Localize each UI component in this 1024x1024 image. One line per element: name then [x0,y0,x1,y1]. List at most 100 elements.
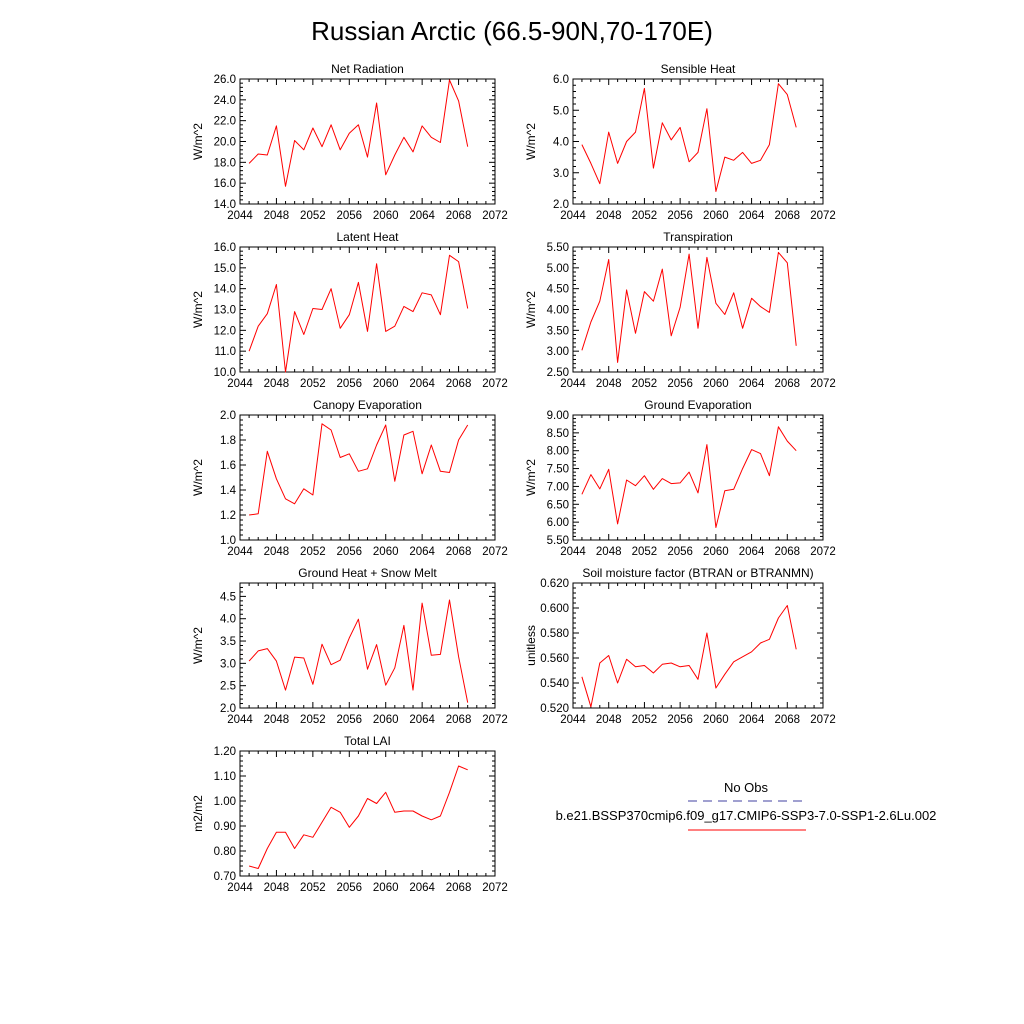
x-tick-label: 2072 [482,714,508,726]
x-tick-label: 2060 [703,210,729,222]
x-tick-label: 2060 [703,714,729,726]
y-tick-label: 10.0 [214,367,236,379]
y-tick-label: 5.0 [553,105,569,117]
panel-canopy-evaporation: Canopy Evaporation W/m^2 2044 2048 2052 2056 2… [191,398,508,558]
x-tick-label: 2068 [774,546,800,558]
y-tick-label: 6.0 [553,74,569,86]
x-tick-label: 2048 [264,210,290,222]
x-tick-label: 2064 [409,714,435,726]
x-tick-label: 2052 [632,378,658,390]
x-tick-label: 2044 [227,882,253,894]
y-axis-label: W/m^2 [524,459,538,496]
y-tick-label: 20.0 [214,137,236,149]
legend-label-model-run: b.e21.BSSP370cmip6.f09_g17.CMIP6-SSP3-7.… [556,808,937,823]
x-tick-label: 2048 [264,546,290,558]
y-tick-label: 5.50 [547,242,569,254]
y-tick-label: 6.00 [547,517,569,529]
y-tick-label: 14.0 [214,284,236,296]
y-tick-label: 1.20 [214,746,236,758]
y-tick-label: 8.00 [547,446,569,458]
panel-ground-evaporation: Ground Evaporation W/m^2 2044 2048 2052 2056 2… [524,398,836,558]
x-tick-label: 2060 [703,546,729,558]
x-tick-label: 2052 [632,546,658,558]
x-tick-label: 2052 [632,210,658,222]
y-axis-label: unitless [524,625,538,666]
x-tick-label: 2068 [446,546,472,558]
y-tick-label: 4.50 [547,284,569,296]
series-line [581,83,797,192]
panel-title: Net Radiation [331,62,404,76]
panel-sensible-heat: Sensible Heat W/m^2 2044 2048 2052 2056 2060 20… [524,62,836,222]
x-tick-label: 2044 [227,546,253,558]
x-tick-label: 2056 [336,546,362,558]
y-tick-label: 4.0 [553,137,569,149]
y-tick-label: 24.0 [214,95,236,107]
y-tick-label: 9.00 [547,410,569,422]
series-line [248,765,468,869]
y-tick-label: 1.2 [220,510,236,522]
y-tick-label: 5.50 [547,535,569,547]
y-tick-label: 26.0 [214,74,236,86]
x-tick-label: 2056 [336,210,362,222]
x-tick-label: 2060 [373,378,399,390]
x-tick-label: 2072 [810,378,836,390]
x-tick-label: 2056 [336,882,362,894]
x-tick-label: 2064 [739,378,765,390]
x-tick-label: 2056 [667,378,693,390]
y-tick-label: 2.50 [547,367,569,379]
y-tick-label: 18.0 [214,157,236,169]
x-tick-label: 2052 [300,882,326,894]
x-tick-label: 2052 [632,714,658,726]
panel-title: Transpiration [663,230,733,244]
x-tick-label: 2048 [264,714,290,726]
x-tick-label: 2060 [373,714,399,726]
y-tick-label: 16.0 [214,178,236,190]
series-line [248,79,469,187]
series-line [249,423,469,516]
y-tick-label: 0.70 [214,871,236,883]
x-tick-label: 2060 [373,882,399,894]
y-tick-label: 1.10 [214,771,236,783]
y-tick-label: 14.0 [214,199,236,211]
x-tick-label: 2048 [596,210,622,222]
y-axis-label: W/m^2 [191,627,205,664]
y-tick-label: 11.0 [214,346,236,358]
x-tick-label: 2064 [409,378,435,390]
series-line [581,251,797,363]
x-tick-label: 2064 [739,714,765,726]
x-tick-label: 2064 [739,210,765,222]
y-tick-label: 0.580 [540,628,569,640]
legend-label-no-obs: No Obs [724,780,769,795]
series-line [248,254,469,373]
x-tick-label: 2068 [446,378,472,390]
panel-soil-moisture-factor-btran-or-btranmn: Soil moisture factor (BTRAN or BTRANMN) u… [524,566,836,726]
x-tick-label: 2048 [264,882,290,894]
x-tick-label: 2048 [596,378,622,390]
x-tick-label: 2044 [560,714,586,726]
x-tick-label: 2056 [667,546,693,558]
x-tick-label: 2068 [446,714,472,726]
x-tick-label: 2048 [596,714,622,726]
x-tick-label: 2044 [560,210,586,222]
x-tick-label: 2068 [774,714,800,726]
y-tick-label: 16.0 [214,242,236,254]
legend: No Obs b.e21.BSSP370cmip6.f09_g17.CMIP6-… [556,780,937,831]
y-tick-label: 5.00 [547,263,569,275]
y-tick-label: 4.0 [220,614,236,626]
panel-ground-heat-snow-melt: Ground Heat + Snow Melt W/m^2 2044 2048 2052… [191,566,508,726]
y-tick-label: 7.50 [547,464,569,476]
panel-net-radiation: Net Radiation W/m^2 2044 2048 2052 2056 2060 20… [191,62,508,222]
y-tick-label: 8.50 [547,428,569,440]
y-axis-label: W/m^2 [191,123,205,160]
x-tick-label: 2060 [373,546,399,558]
x-tick-label: 2072 [482,210,508,222]
x-tick-label: 2052 [300,210,326,222]
y-axis-label: W/m^2 [524,123,538,160]
y-tick-label: 13.0 [214,305,236,317]
series-line [248,599,469,703]
x-tick-label: 2044 [560,546,586,558]
panel-title: Total LAI [344,734,391,748]
x-tick-label: 2064 [409,546,435,558]
x-tick-label: 2064 [409,882,435,894]
x-tick-label: 2068 [774,378,800,390]
